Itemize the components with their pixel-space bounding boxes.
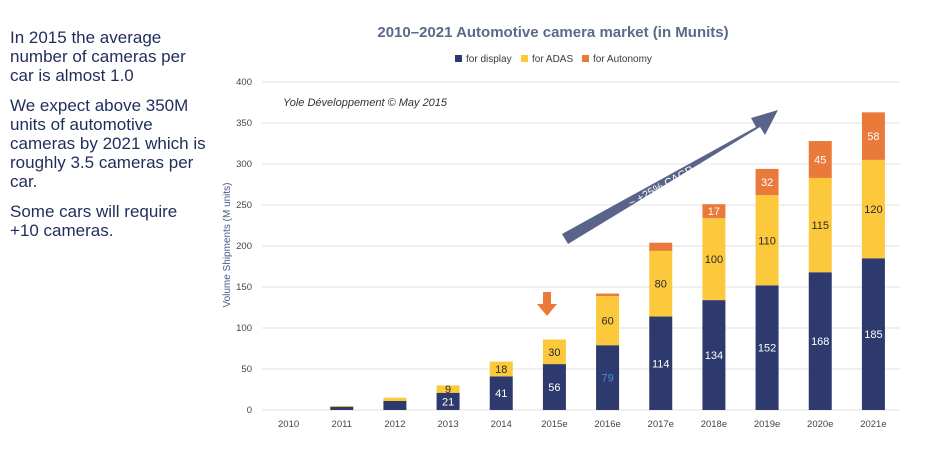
- legend: for display for ADAS for Autonomy: [455, 54, 652, 65]
- bar-segment-adas: [808, 177, 832, 273]
- data-label: 114: [652, 358, 670, 370]
- copyright-note: Yole Développement © May 2015: [283, 97, 448, 109]
- bar-segment-display: [330, 406, 354, 410]
- bar-segment-display: [861, 258, 885, 410]
- y-tick-label: 100: [236, 323, 252, 334]
- data-label: 45: [814, 154, 826, 166]
- legend-swatch-adas: [521, 55, 528, 62]
- data-label: 58: [867, 131, 879, 143]
- data-label: 80: [655, 279, 667, 291]
- bar-segment-autonomy: [755, 168, 779, 196]
- bar-segment-autonomy: [649, 242, 673, 251]
- bar-segment-adas: [596, 296, 620, 346]
- bar-segment-adas: [861, 159, 885, 259]
- x-tick-label: 2018e: [701, 419, 727, 430]
- y-tick-label: 300: [236, 159, 252, 170]
- data-label: 41: [495, 388, 507, 400]
- data-label: 60: [601, 316, 613, 328]
- y-tick-label: 50: [241, 364, 252, 375]
- y-tick-label: 350: [236, 118, 252, 129]
- bar-segment-display: [383, 400, 407, 410]
- legend-label-display: for display: [466, 54, 512, 65]
- data-label: 115: [811, 220, 829, 232]
- cagr-arrow: ~ +25% CAGR2015-2021: [562, 110, 778, 244]
- chart-title: 2010–2021 Automotive camera market (in M…: [377, 24, 728, 41]
- bar-segment-display: [702, 300, 726, 410]
- x-tick-label: 2011: [332, 419, 352, 430]
- y-tick-label: 200: [236, 241, 252, 252]
- data-label: 100: [705, 254, 723, 266]
- bar-segment-autonomy: [808, 141, 832, 178]
- x-tick-label: 2015e: [541, 419, 567, 430]
- bar-segment-adas: [649, 250, 673, 317]
- bar-segment-adas: [330, 405, 354, 407]
- bar-segment-adas: [436, 385, 460, 393]
- bars: 219 41 18 56 30 79 60 114 80 134 100 17 152 110 32 168 1…: [330, 112, 885, 410]
- y-tick-label: 400: [236, 77, 252, 88]
- cagr-label-main: ~ +25% CAGR: [627, 164, 697, 210]
- legend-swatch-autonomy: [582, 55, 589, 62]
- x-tick-label: 2019e: [754, 419, 780, 430]
- bar-segment-display: [489, 376, 513, 410]
- y-tick-label: 0: [247, 405, 252, 416]
- x-tick-label: 2020e: [807, 419, 833, 430]
- data-label: 18: [495, 364, 507, 376]
- y-tick-label: 150: [236, 282, 252, 293]
- data-label: 32: [761, 177, 773, 189]
- data-label: 9: [445, 384, 451, 396]
- commentary-paragraph-3: Some cars will require +10 cameras.: [10, 202, 178, 240]
- data-label: 134: [705, 350, 723, 362]
- x-tick-label: 2010: [278, 419, 299, 430]
- y-axis: 0 50 100 150 200 250 300 350 400: [236, 77, 252, 416]
- y-tick-label: 250: [236, 200, 252, 211]
- bar-segment-display: [755, 285, 779, 410]
- bar-segment-autonomy: [861, 112, 885, 160]
- bar-segment-display: [808, 272, 832, 410]
- data-label: 185: [864, 329, 882, 341]
- x-tick-label: 2012: [384, 419, 405, 430]
- data-label: 21: [442, 396, 454, 408]
- grid-layer: [262, 81, 900, 411]
- data-label: 110: [758, 235, 776, 247]
- legend-swatch-display: [455, 55, 462, 62]
- data-label: 152: [758, 343, 776, 355]
- bar-segment-adas: [702, 218, 726, 301]
- bar-segment-display: [542, 364, 566, 410]
- bar-segment-adas: [755, 195, 779, 286]
- commentary-panel: In 2015 the average number of cameras pe…: [10, 28, 210, 251]
- bar-segment-display: [596, 345, 620, 410]
- x-tick-label: 2014: [491, 419, 512, 430]
- legend-label-adas: for ADAS: [532, 54, 573, 65]
- bar-segment-adas: [383, 397, 407, 401]
- commentary-paragraph-1: In 2015 the average number of cameras pe…: [10, 28, 186, 85]
- x-tick-label: 2021e: [860, 419, 886, 430]
- y-axis-label: Volume Shipments (M units): [222, 182, 233, 307]
- cagr-arrow-shape: [562, 110, 778, 244]
- year-marker-arrow-icon: [537, 292, 557, 316]
- x-tick-label: 2013: [438, 419, 459, 430]
- bar-segment-display: [649, 316, 673, 410]
- x-axis: 2010 2011 2012 2013 2014 2015e 2016e 2017e 2018e…: [278, 419, 887, 430]
- cagr-label: ~ +25% CAGR2015-2021: [627, 147, 728, 211]
- data-label: 56: [548, 382, 560, 394]
- bar-segment-display: [436, 392, 460, 410]
- bar-segment-adas: [542, 339, 566, 365]
- bar-segment-autonomy: [702, 204, 726, 219]
- data-label: 17: [708, 206, 720, 218]
- commentary-paragraph-2: We expect above 350M units of automotive…: [10, 96, 206, 191]
- x-tick-label: 2016e: [594, 419, 620, 430]
- bar-segment-autonomy: [596, 293, 620, 297]
- data-label: 168: [811, 336, 829, 348]
- data-label: 79: [601, 373, 613, 385]
- data-label: 120: [864, 204, 882, 216]
- legend-label-autonomy: for Autonomy: [593, 54, 652, 65]
- x-tick-label: 2017e: [648, 419, 674, 430]
- bar-segment-adas: [489, 361, 513, 377]
- data-label: 30: [548, 347, 560, 359]
